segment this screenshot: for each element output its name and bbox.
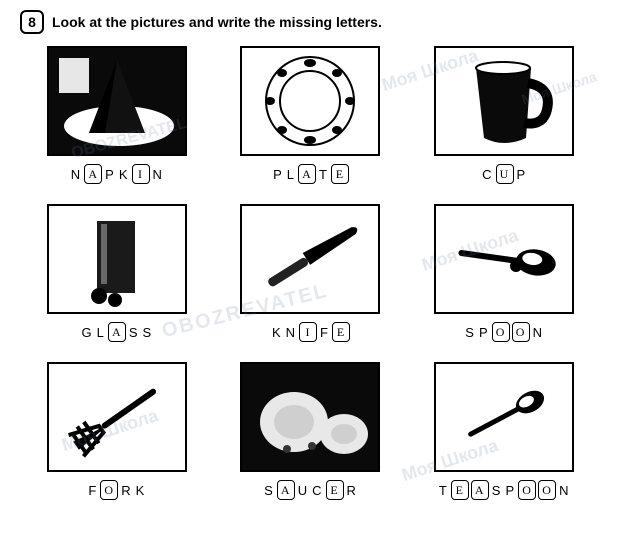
fixed-letter: U xyxy=(297,483,309,498)
fixed-letter: C xyxy=(311,483,323,498)
fixed-letter: S xyxy=(263,483,275,498)
worksheet-cell: CUP xyxy=(417,46,591,184)
worksheet-cell: NAPKIN xyxy=(30,46,204,184)
fixed-letter: P xyxy=(104,167,116,182)
letter-input-box[interactable]: E xyxy=(326,480,344,500)
letter-input-box[interactable]: A xyxy=(108,322,126,342)
letter-input-box[interactable]: U xyxy=(496,164,514,184)
letter-input-box[interactable]: I xyxy=(132,164,150,184)
fixed-letter: T xyxy=(318,167,329,182)
fixed-letter: P xyxy=(478,325,490,340)
worksheet-grid: NAPKINPLATECUPGLASSKNIFESPOONFORKSAUCERT… xyxy=(20,46,601,500)
fixed-letter: R xyxy=(120,483,132,498)
fixed-letter: S xyxy=(464,325,476,340)
fixed-letter: F xyxy=(319,325,330,340)
fork-image xyxy=(47,362,187,472)
fixed-letter: N xyxy=(285,325,297,340)
fixed-letter: N xyxy=(70,167,82,182)
worksheet-cell: TEASPOON xyxy=(417,362,591,500)
teaspoon-image xyxy=(434,362,574,472)
plate-image xyxy=(240,46,380,156)
word-row: GLASS xyxy=(80,322,153,342)
letter-input-box[interactable]: I xyxy=(299,322,317,342)
fixed-letter: N xyxy=(558,483,570,498)
napkin-image xyxy=(47,46,187,156)
letter-input-box[interactable]: E xyxy=(451,480,469,500)
fixed-letter: F xyxy=(87,483,98,498)
word-row: CUP xyxy=(481,164,527,184)
fixed-letter: T xyxy=(438,483,449,498)
letter-input-box[interactable]: O xyxy=(518,480,536,500)
fixed-letter: P xyxy=(504,483,516,498)
letter-input-box[interactable]: E xyxy=(331,164,349,184)
letter-input-box[interactable]: E xyxy=(332,322,350,342)
instruction-text: Look at the pictures and write the missi… xyxy=(52,14,382,30)
letter-input-box[interactable]: A xyxy=(471,480,489,500)
worksheet-cell: SAUCER xyxy=(224,362,398,500)
letter-input-box[interactable]: O xyxy=(538,480,556,500)
worksheet-cell: PLATE xyxy=(224,46,398,184)
knife-image xyxy=(240,204,380,314)
fixed-letter: L xyxy=(286,167,296,182)
worksheet-cell: FORK xyxy=(30,362,204,500)
word-row: TEASPOON xyxy=(438,480,571,500)
fixed-letter: G xyxy=(80,325,93,340)
fixed-letter: L xyxy=(96,325,106,340)
fixed-letter: R xyxy=(346,483,358,498)
fixed-letter: K xyxy=(118,167,130,182)
fixed-letter: N xyxy=(152,167,164,182)
word-row: SPOON xyxy=(464,322,544,342)
letter-input-box[interactable]: A xyxy=(298,164,316,184)
fixed-letter: K xyxy=(271,325,283,340)
fixed-letter: P xyxy=(272,167,284,182)
fixed-letter: P xyxy=(516,167,528,182)
fixed-letter: C xyxy=(481,167,493,182)
word-row: PLATE xyxy=(272,164,349,184)
word-row: SAUCER xyxy=(263,480,358,500)
letter-input-box[interactable]: O xyxy=(492,322,510,342)
word-row: NAPKIN xyxy=(70,164,164,184)
letter-input-box[interactable]: O xyxy=(100,480,118,500)
word-row: FORK xyxy=(87,480,146,500)
worksheet-cell: SPOON xyxy=(417,204,591,342)
word-row: KNIFE xyxy=(271,322,350,342)
cup-image xyxy=(434,46,574,156)
letter-input-box[interactable]: O xyxy=(512,322,530,342)
exercise-header: 8 Look at the pictures and write the mis… xyxy=(20,10,601,34)
saucer-image xyxy=(240,362,380,472)
worksheet-cell: GLASS xyxy=(30,204,204,342)
glass-image xyxy=(47,204,187,314)
letter-input-box[interactable]: A xyxy=(277,480,295,500)
fixed-letter: K xyxy=(135,483,147,498)
letter-input-box[interactable]: A xyxy=(84,164,102,184)
spoon-image xyxy=(434,204,574,314)
fixed-letter: S xyxy=(142,325,154,340)
fixed-letter: N xyxy=(532,325,544,340)
worksheet-cell: KNIFE xyxy=(224,204,398,342)
fixed-letter: S xyxy=(491,483,503,498)
fixed-letter: S xyxy=(128,325,140,340)
exercise-number-badge: 8 xyxy=(20,10,44,34)
